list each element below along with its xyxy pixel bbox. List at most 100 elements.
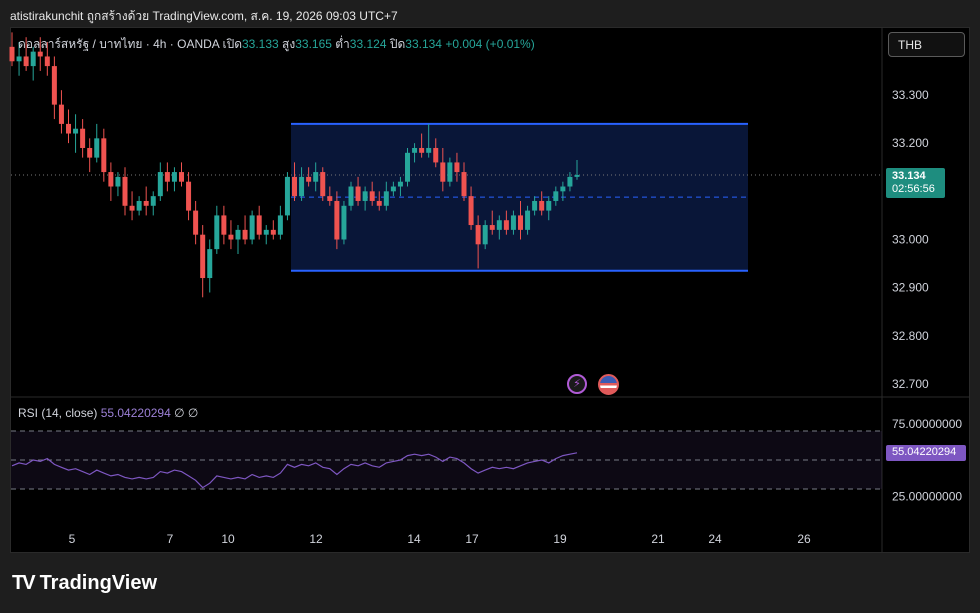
bar-countdown: 02:56:56 <box>892 183 935 195</box>
candle-body <box>390 186 396 192</box>
candle-body <box>334 200 340 240</box>
candle-body <box>115 176 121 187</box>
candle-body <box>157 172 163 197</box>
symbol-name[interactable]: ดอลลาร์สหรัฐ / บาทไทย · 4h · OANDA <box>18 37 220 51</box>
open-label: เปิด <box>222 37 242 51</box>
candle-body <box>16 56 22 62</box>
chart-frame[interactable] <box>10 27 970 553</box>
candle-body <box>461 172 467 197</box>
low-value: 33.124 <box>349 37 387 51</box>
candle-body <box>270 229 276 235</box>
candle-body <box>256 215 262 235</box>
candle-body <box>539 200 545 211</box>
candle-body <box>397 181 403 187</box>
candle-body <box>164 172 170 182</box>
candle-body <box>30 51 36 67</box>
time-tick-label: 14 <box>407 532 421 546</box>
rsi-value: 55.04220294 <box>100 406 171 420</box>
tradingview-logo: TV TradingView <box>12 571 157 595</box>
rsi-label: RSI (14, close) <box>18 406 98 420</box>
candle-body <box>306 176 312 182</box>
candle-body <box>44 56 50 67</box>
candle-body <box>313 172 319 182</box>
low-label: ต่ำ <box>335 37 350 51</box>
candle-body <box>405 152 410 182</box>
candle-body <box>94 138 100 158</box>
candle-body <box>51 66 57 105</box>
logo-text: TradingView <box>39 571 158 594</box>
candle-body <box>419 147 425 153</box>
candle-body <box>108 172 114 187</box>
rsi-line <box>11 452 578 489</box>
time-tick-label: 24 <box>708 532 722 546</box>
symbol-legend: ดอลลาร์สหรัฐ / บาทไทย · 4h · OANDA เปิด 3… <box>18 35 535 54</box>
candle-body <box>341 205 347 240</box>
candle-body <box>228 234 234 240</box>
candle-body <box>277 215 283 235</box>
time-tick-label: 26 <box>797 532 811 546</box>
chart-header: atistirakunchit ถูกสร้างด้วย TradingView… <box>10 9 398 23</box>
candle-body <box>193 210 199 235</box>
time-tick-label: 19 <box>553 532 567 546</box>
candle-body <box>207 249 213 279</box>
rsi-value-tag: 55.04220294 <box>886 445 966 461</box>
candle-body <box>143 200 149 206</box>
candle-body <box>58 104 64 124</box>
close-value: 33.134 <box>405 37 442 51</box>
candle-body <box>560 186 566 192</box>
candle-body <box>376 200 382 206</box>
candle-body <box>136 200 142 211</box>
candle-body <box>546 200 552 211</box>
candle-body <box>348 186 354 206</box>
candle-body <box>383 191 389 206</box>
rsi-extra: ∅ ∅ <box>174 406 199 420</box>
candle-body <box>412 147 418 153</box>
time-tick-label: 5 <box>69 532 76 546</box>
candle-body <box>482 225 488 245</box>
current-price: 33.134 <box>892 170 926 182</box>
time-tick-label: 21 <box>651 532 665 546</box>
currency-button[interactable]: THB <box>888 32 965 57</box>
rsi-legend[interactable]: RSI (14, close) 55.04220294 ∅ ∅ <box>18 406 198 420</box>
price-tick-label: 32.800 <box>892 329 929 343</box>
price-tick-label: 33.200 <box>892 136 929 150</box>
candle-body <box>447 162 453 182</box>
us-flag-icon[interactable] <box>598 374 619 395</box>
candle-body <box>362 191 368 201</box>
price-tick-label: 33.300 <box>892 88 929 102</box>
price-tick-label: 32.900 <box>892 281 929 295</box>
candle-body <box>171 172 177 182</box>
rsi-tick-label: 75.00000000 <box>892 417 962 431</box>
candle-body <box>426 147 432 153</box>
candle-body <box>567 176 573 187</box>
candle-body <box>299 176 305 197</box>
candle-body <box>553 191 559 201</box>
candle-body <box>235 229 241 240</box>
price-tick-label: 32.700 <box>892 377 929 391</box>
candle-body <box>369 191 375 201</box>
candle-body <box>532 200 538 211</box>
lightning-icon[interactable]: ⚡ <box>567 374 587 394</box>
candle-body <box>496 220 502 230</box>
candle-body <box>9 46 15 62</box>
tradingview-logo-icon: TV <box>12 571 36 594</box>
candle-body <box>468 196 474 226</box>
rsi-tick-label: 25.00000000 <box>892 489 962 503</box>
candle-body <box>518 215 523 230</box>
candle-body <box>249 215 255 240</box>
time-tick-label: 12 <box>309 532 323 546</box>
candle-body <box>179 172 184 182</box>
candle-body <box>23 56 29 67</box>
candle-body <box>525 210 531 230</box>
candle-body <box>101 138 107 173</box>
time-tick-label: 17 <box>465 532 479 546</box>
candle-body <box>129 205 135 211</box>
candle-body <box>284 176 290 216</box>
candle-body <box>503 220 509 230</box>
candle-body <box>489 225 495 230</box>
candle-body <box>475 225 481 245</box>
current-price-tag: 33.134 02:56:56 <box>886 168 945 198</box>
candle-body <box>327 196 333 201</box>
candle-body <box>37 51 43 57</box>
